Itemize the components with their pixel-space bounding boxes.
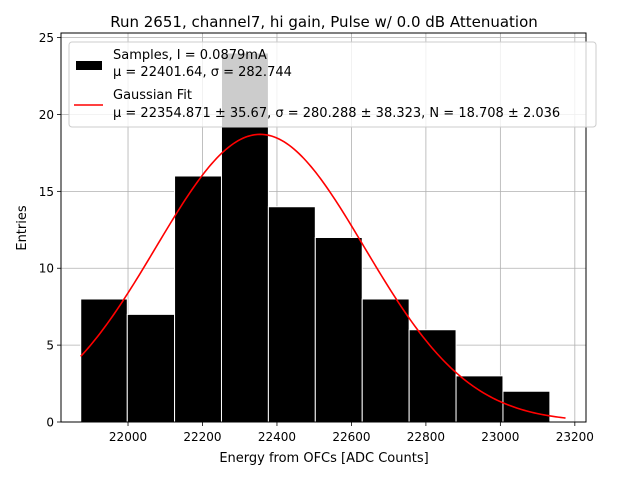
x-axis: 22000 22200 22400 22600 22800 23000 23200 [109, 422, 594, 444]
histogram-bar [408, 329, 457, 423]
histogram-bar [267, 206, 316, 423]
x-axis-label: Energy from OFCs [ADC Counts] [219, 451, 428, 466]
x-tick-label: 22200 [183, 430, 221, 444]
x-tick-label: 22400 [258, 430, 296, 444]
histogram-bars [80, 52, 551, 423]
histogram-bar [174, 175, 222, 423]
histogram-bar [361, 298, 410, 423]
y-tick-label: 5 [46, 339, 54, 353]
y-tick-label: 15 [39, 185, 54, 199]
histogram-bar [502, 390, 551, 423]
y-tick-label: 25 [39, 31, 54, 45]
gaussian-fit [80, 133, 566, 419]
histogram-bar [126, 313, 176, 423]
plot-frame [60, 32, 587, 423]
legend-label-samples: Samples, I = 0.0879mA [113, 48, 267, 63]
legend: Samples, I = 0.0879mA μ = 22401.64, σ = … [68, 41, 597, 128]
y-tick-label: 20 [39, 108, 54, 122]
x-tick-label: 22800 [407, 430, 445, 444]
histogram-bar [314, 236, 363, 423]
legend-stats-samples: μ = 22401.64, σ = 282.744 [113, 65, 292, 80]
x-tick-label: 23200 [556, 430, 594, 444]
histogram-bar [80, 298, 128, 423]
y-tick-label: 10 [39, 262, 54, 276]
legend-box [68, 41, 597, 128]
chart-title: Run 2651, channel7, hi gain, Pulse w/ 0.… [110, 13, 538, 31]
gaussian-fit-line [80, 133, 566, 419]
x-tick-label: 23000 [481, 430, 519, 444]
x-tick-label: 22600 [332, 430, 370, 444]
legend-swatch-samples [76, 61, 102, 70]
y-axis: 0 5 10 15 20 25 [39, 31, 61, 430]
x-tick-label: 22000 [109, 430, 147, 444]
legend-stats-fit: μ = 22354.871 ± 35.67, σ = 280.288 ± 38.… [113, 106, 560, 121]
y-tick-label: 0 [46, 416, 54, 430]
y-axis-label: Entries [15, 205, 30, 251]
legend-label-fit: Gaussian Fit [113, 88, 192, 103]
